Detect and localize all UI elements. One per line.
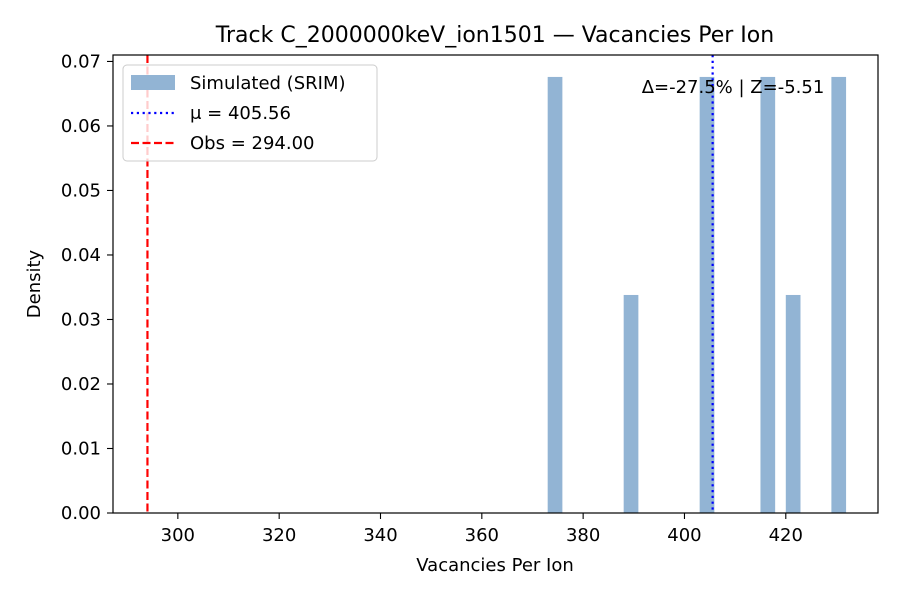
y-tick-label: 0.05 xyxy=(61,180,101,201)
x-tick-label: 400 xyxy=(667,525,701,546)
stats-annotation: Δ=-27.5% | Z=-5.51 xyxy=(642,77,825,98)
legend-swatch-simulated xyxy=(131,75,175,90)
legend-label-mean: μ = 405.56 xyxy=(190,103,291,124)
legend: Simulated (SRIM) μ = 405.56 Obs = 294.00 xyxy=(122,64,378,162)
x-tick-label: 340 xyxy=(363,525,397,546)
y-tick-label: 0.02 xyxy=(61,374,101,395)
y-tick-label: 0.06 xyxy=(61,116,101,137)
y-tick-label: 0.00 xyxy=(61,503,101,524)
y-tick-label: 0.07 xyxy=(61,51,101,72)
y-tick-label: 0.03 xyxy=(61,309,101,330)
x-tick-label: 380 xyxy=(566,525,600,546)
x-axis-label: Vacancies Per Ion xyxy=(416,555,574,576)
plot-frame xyxy=(112,54,879,514)
histogram-bar xyxy=(760,76,776,513)
x-tick-label: 360 xyxy=(465,525,499,546)
y-axis-label: Density xyxy=(24,249,45,318)
x-tick-label: 320 xyxy=(262,525,296,546)
histogram-bar xyxy=(699,76,715,513)
legend-label-observed: Obs = 294.00 xyxy=(190,133,314,154)
x-tick-label: 420 xyxy=(769,525,803,546)
histogram-bar xyxy=(623,294,639,513)
histogram-bar xyxy=(785,294,801,513)
legend-label-simulated: Simulated (SRIM) xyxy=(190,73,346,94)
histogram-bar xyxy=(547,76,563,513)
x-axis: 300 320 340 360 380 400 420 xyxy=(161,513,803,546)
y-tick-label: 0.01 xyxy=(61,438,101,459)
legend-box xyxy=(122,64,378,162)
y-axis: 0.00 0.01 0.02 0.03 0.04 0.05 0.06 0.07 xyxy=(61,51,113,524)
histogram-bar xyxy=(831,76,847,513)
y-tick-label: 0.04 xyxy=(61,245,101,266)
chart-title: Track C_2000000keV_ion1501 — Vacancies P… xyxy=(215,23,774,48)
x-tick-label: 300 xyxy=(161,525,195,546)
